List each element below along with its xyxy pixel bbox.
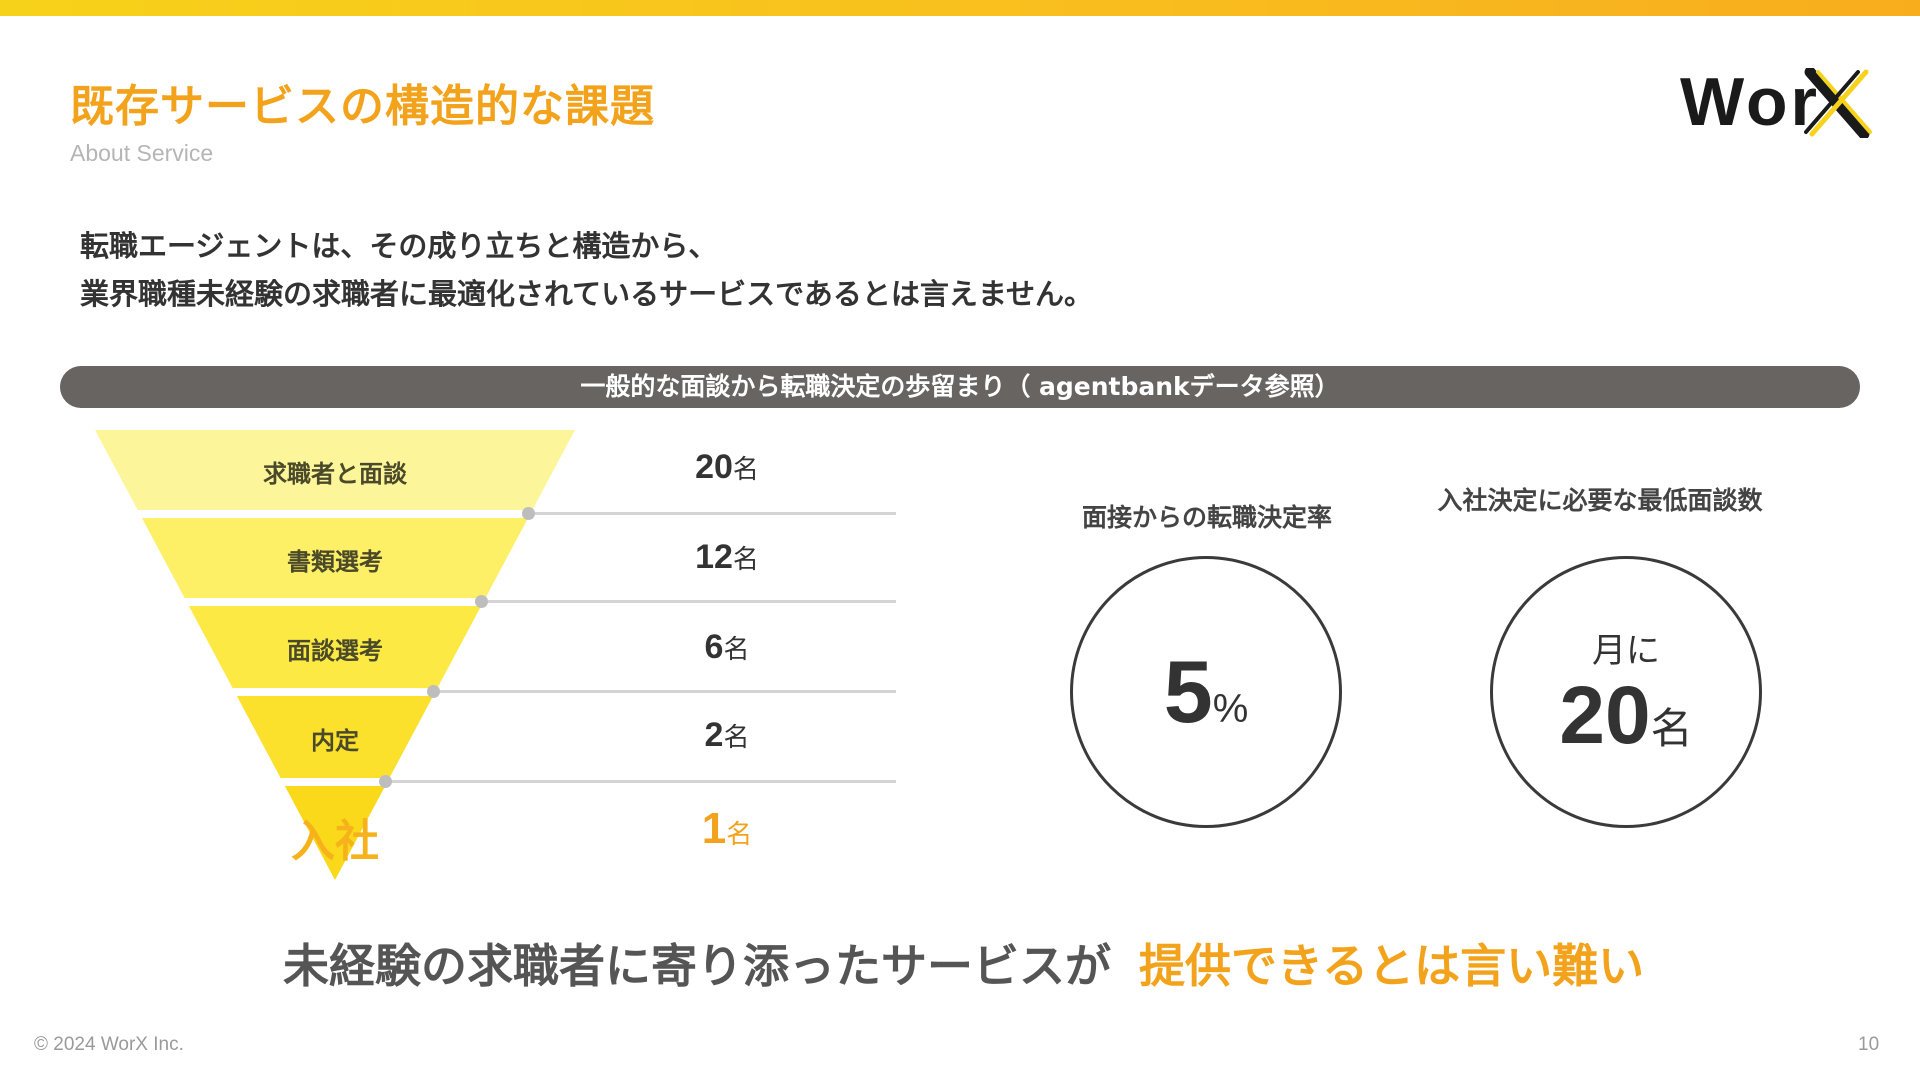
funnel-banner: 一般的な面談から転職決定の歩留まり（ agentbankデータ参照） [60, 366, 1860, 408]
funnel-count-5: 1名 [647, 804, 807, 854]
rate-label: 面接からの転職決定率 [1081, 503, 1332, 532]
funnel-stage-4 [236, 696, 434, 778]
funnel-stage-label-2: 書類選考 [287, 548, 383, 576]
intro-line-2: 業界職種未経験の求職者に最適化されているサービスであるとは言えません。 [80, 277, 1093, 311]
funnel-chart [95, 430, 575, 880]
funnel-stage-label-3: 面談選考 [287, 637, 383, 665]
conclusion-part-1: 未経験の求職者に寄り添ったサービスが [283, 939, 1111, 993]
separator-dot [379, 775, 393, 788]
funnel-stage-label-4: 内定 [311, 727, 359, 755]
intro-text: 転職エージェントは、その成り立ちと構造から、 業界職種未経験の求職者に最適化され… [80, 222, 1093, 318]
funnel-count-4: 2名 [647, 716, 807, 755]
funnel-stage-label-5: 入社 [291, 816, 379, 867]
min-interviews-label: 入社決定に必要な最低面談数 [1437, 486, 1763, 515]
copyright: © 2024 WorX Inc. [34, 1034, 184, 1055]
min-interviews-circle: 月に 20名 [1490, 556, 1762, 828]
funnel-count-unit: 名 [723, 723, 750, 753]
funnel-count-unit: 名 [732, 455, 759, 485]
worx-logo: Wor [1680, 62, 1880, 142]
funnel-count-value: 1 [701, 804, 727, 853]
separator-dot [427, 685, 441, 698]
funnel-stage-5 [284, 786, 386, 880]
intro-line-1: 転職エージェントは、その成り立ちと構造から、 [80, 229, 718, 263]
min-interviews-value-group: 20名 [1493, 669, 1759, 763]
funnel-count-unit: 名 [723, 635, 750, 665]
funnel-count-value: 6 [704, 628, 724, 666]
funnel-stage-1 [95, 430, 575, 510]
funnel-count-2: 12名 [647, 538, 807, 577]
funnel-stage-2 [141, 518, 529, 598]
min-interviews-prefix: 月に [1592, 631, 1660, 671]
min-interviews-value: 20 [1559, 670, 1651, 761]
rate-value: 5 [1163, 642, 1213, 741]
page-number: 10 [1858, 1034, 1880, 1055]
separator-dot [475, 595, 489, 608]
min-interviews-unit: 名 [1650, 704, 1693, 753]
funnel-count-unit: 名 [726, 820, 753, 850]
rate-unit: % [1212, 687, 1249, 731]
funnel-separator-3 [427, 685, 896, 698]
separator-dot [522, 507, 536, 520]
funnel-count-value: 2 [704, 716, 724, 754]
funnel-separator-4 [379, 775, 896, 788]
logo-wordmark: Wor [1680, 64, 1820, 140]
rate-value-group: 5% [1073, 641, 1339, 743]
funnel-count-3: 6名 [647, 628, 807, 667]
funnel-stage-3 [188, 606, 482, 688]
funnel-count-value: 12 [695, 538, 733, 576]
funnel-count-1: 20名 [647, 448, 807, 487]
funnel-count-unit: 名 [732, 545, 759, 575]
page-title: 既存サービスの構造的な課題 [70, 81, 655, 132]
funnel-separator-2 [475, 595, 896, 608]
funnel-separator-1 [522, 507, 896, 520]
page-subtitle: About Service [70, 140, 214, 166]
funnel-stage-label-1: 求職者と面談 [263, 460, 407, 488]
logo-x-icon [1804, 68, 1872, 138]
top-accent-bar [0, 0, 1920, 16]
rate-circle: 5% [1070, 556, 1342, 828]
conclusion: 未経験の求職者に寄り添ったサービスが 提供できるとは言い難い [283, 930, 1644, 996]
conclusion-highlight: 提供できるとは言い難い [1139, 939, 1645, 993]
funnel-count-value: 20 [695, 448, 733, 486]
